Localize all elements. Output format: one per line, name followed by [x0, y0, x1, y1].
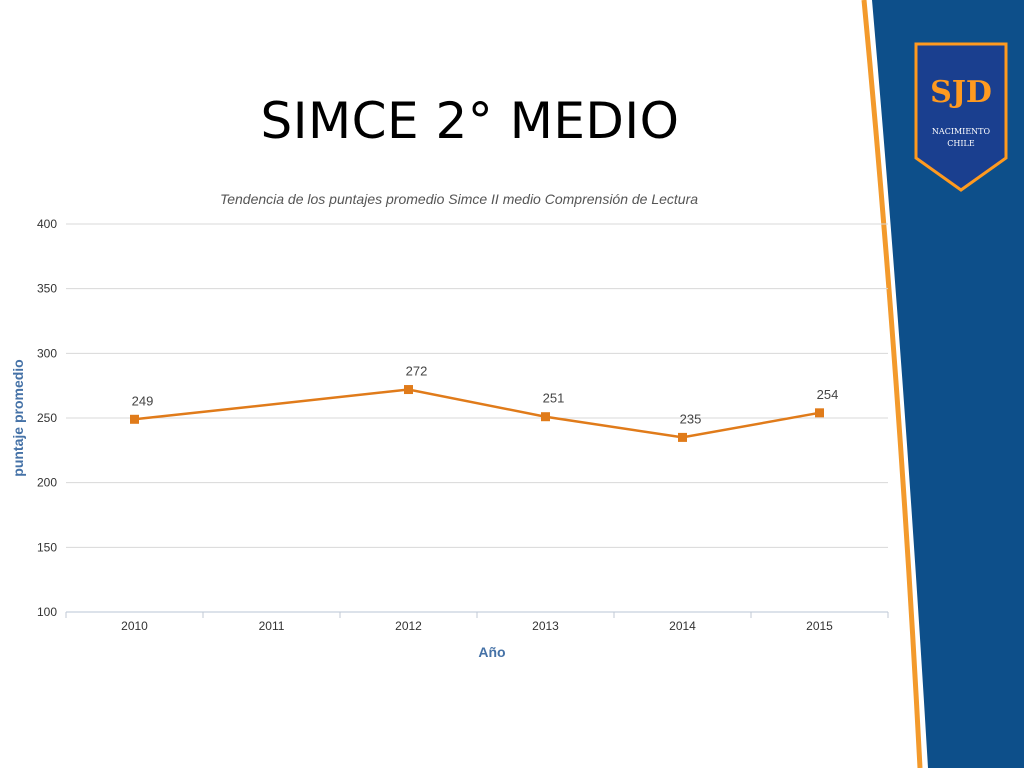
data-label: 251	[543, 391, 565, 406]
logo-initials: SJD	[930, 75, 992, 110]
x-tick-label: 2014	[669, 619, 696, 633]
logo-line-2: CHILE	[947, 139, 975, 148]
x-axis: 2010 2011 2012 2013 2014 2015	[65, 612, 889, 633]
y-tick-labels: 100 150 200 250 300 350 400	[37, 217, 57, 619]
blue-band	[872, 0, 1024, 768]
y-axis-label: puntaje promedio	[10, 359, 26, 476]
series-line	[134, 388, 820, 439]
y-tick-label: 350	[37, 282, 57, 296]
logo-line-1: NACIMIENTO	[932, 127, 991, 136]
y-tick-label: 250	[37, 411, 57, 425]
y-tick-label: 400	[37, 217, 57, 231]
x-axis-label: Año	[478, 644, 505, 660]
data-label: 235	[680, 411, 702, 426]
y-tick-label: 300	[37, 346, 57, 360]
school-logo: SJD NACIMIENTO CHILE	[914, 42, 1008, 192]
x-tick-label: 2011	[259, 619, 285, 633]
orange-stripe	[861, 0, 923, 768]
slide-title: SIMCE 2° MEDIO	[260, 92, 680, 150]
y-tick-label: 200	[37, 476, 57, 490]
data-labels: 249 272 251 235 254	[132, 364, 839, 427]
x-tick-label: 2010	[121, 619, 148, 633]
data-label: 249	[132, 393, 154, 408]
x-tick-label: 2012	[395, 619, 422, 633]
x-tick-label: 2015	[806, 619, 833, 633]
data-label: 254	[817, 387, 839, 402]
data-point	[541, 412, 550, 422]
data-point	[678, 432, 687, 442]
grid-lines	[66, 223, 888, 613]
data-label: 272	[406, 364, 428, 379]
series-line-group	[130, 385, 824, 442]
data-point	[404, 385, 413, 395]
y-tick-label: 100	[37, 605, 57, 619]
data-point	[815, 408, 824, 418]
x-tick-label: 2013	[532, 619, 559, 633]
chart-title: Tendencia de los puntajes promedio Simce…	[220, 191, 698, 207]
data-point	[130, 414, 139, 424]
y-tick-label: 150	[37, 540, 57, 554]
